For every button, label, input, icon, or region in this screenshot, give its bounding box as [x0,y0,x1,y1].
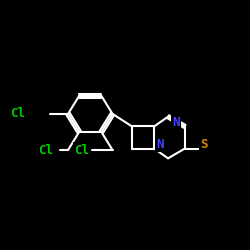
Text: Cl: Cl [74,144,90,156]
Text: Cl: Cl [10,108,26,120]
Text: Cl: Cl [38,144,53,156]
Text: S: S [200,138,208,151]
Text: N: N [173,116,180,129]
Text: N: N [156,138,164,151]
